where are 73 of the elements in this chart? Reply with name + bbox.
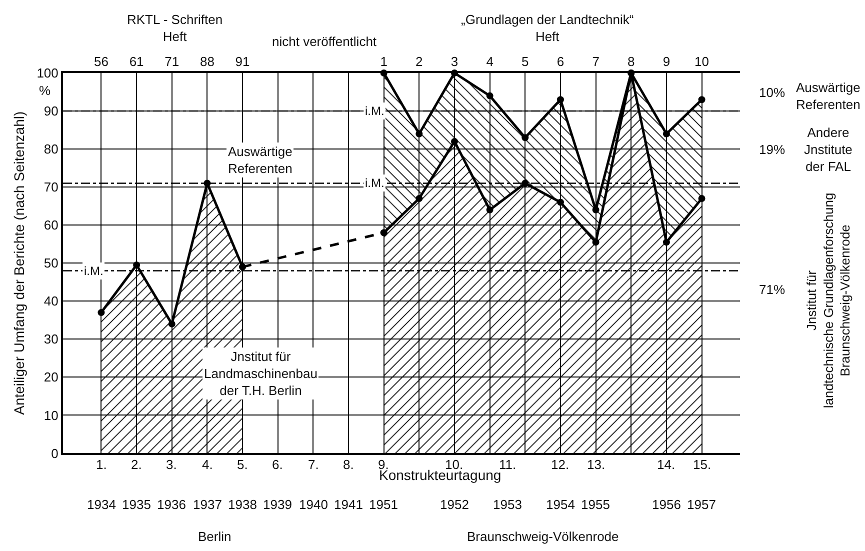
text: 8. bbox=[343, 457, 354, 472]
text: nicht veröffentlicht bbox=[272, 34, 377, 49]
text: 13. bbox=[587, 457, 606, 472]
x-tick-label: 7 bbox=[592, 54, 600, 69]
text: 4. bbox=[202, 457, 213, 472]
text: 1957 bbox=[687, 497, 716, 512]
text: 1940 bbox=[299, 497, 328, 512]
text: 1. bbox=[96, 457, 107, 472]
text: 1936 bbox=[157, 497, 186, 512]
y-tick-label: 0 bbox=[51, 446, 58, 461]
x-tick-label: 61 bbox=[129, 54, 144, 69]
text: Andere Jnstitute der FAL bbox=[804, 125, 852, 174]
y-tick-label: 20 bbox=[44, 370, 58, 385]
y-tick-label: 10 bbox=[44, 408, 58, 423]
y-tick-label: 70 bbox=[44, 180, 58, 195]
text: 1938 bbox=[228, 497, 257, 512]
y-tick-label: 40 bbox=[44, 294, 58, 309]
ref-line-label: i.M. bbox=[365, 176, 384, 190]
text: 1935 bbox=[122, 497, 151, 512]
x-tick-label: 8 bbox=[628, 54, 635, 69]
text: 14. bbox=[657, 457, 676, 472]
x-tick-label: 1 bbox=[380, 54, 388, 69]
text: Auswärtige Referenten bbox=[796, 80, 860, 112]
text: 1954 bbox=[546, 497, 575, 512]
text: 1951 bbox=[369, 497, 398, 512]
text: 1953 bbox=[493, 497, 522, 512]
ref-line-label: i.M. bbox=[365, 104, 384, 118]
text: 1939 bbox=[263, 497, 292, 512]
x-tick-label: 6 bbox=[556, 54, 564, 69]
text: Braunschweig-Völkenrode bbox=[467, 529, 619, 544]
x-tick-label: 5 bbox=[522, 54, 529, 69]
x-tick-label: 2 bbox=[416, 54, 423, 69]
y-tick-label: 60 bbox=[44, 218, 58, 233]
x-tick-label: 88 bbox=[200, 54, 214, 69]
annotation: Auswärtige Referenten bbox=[228, 144, 292, 176]
y-tick-label: 90 bbox=[44, 104, 58, 119]
x-tick-label: 71 bbox=[164, 54, 180, 69]
text: 5. bbox=[237, 457, 248, 472]
text: „Grundlagen der Landtechnik“ Heft bbox=[461, 12, 634, 44]
text: 1934 bbox=[87, 497, 116, 512]
text: 1941 bbox=[334, 497, 363, 512]
text: RKTL - Schriften Heft bbox=[127, 12, 223, 44]
text: Berlin bbox=[198, 529, 232, 544]
text: 19% bbox=[759, 142, 786, 157]
text: 1956 bbox=[652, 497, 681, 512]
text: % bbox=[39, 83, 51, 98]
text: 1937 bbox=[193, 497, 222, 512]
ref-line-label: i.M. bbox=[84, 264, 104, 278]
text: 1955 bbox=[581, 497, 610, 512]
y-tick-label: 50 bbox=[44, 256, 58, 271]
y-tick-label: 100 bbox=[36, 66, 58, 81]
text: 7. bbox=[308, 457, 319, 472]
annotation: Jnstitut für Landmaschinenbau der T.H. Berlin bbox=[204, 349, 318, 398]
x-tick-label: 3 bbox=[450, 54, 458, 69]
text: 12. bbox=[551, 457, 570, 472]
y-tick-label: 30 bbox=[44, 332, 58, 347]
text: Jnstitut für landtechnische Grundlagenforschung Braunschweig-Völkenrode bbox=[804, 192, 853, 408]
x-tick-label: 91 bbox=[235, 54, 250, 69]
x-tick-label: 9 bbox=[662, 54, 670, 69]
text: 10% bbox=[759, 85, 786, 100]
x-tick-label: 56 bbox=[94, 54, 108, 69]
text: 15. bbox=[693, 457, 712, 472]
text: 3. bbox=[166, 457, 177, 472]
x-tick-label: 10 bbox=[694, 54, 710, 69]
text: 11. bbox=[499, 457, 516, 472]
x-tick-label: 4 bbox=[486, 54, 494, 69]
text: 2. bbox=[131, 457, 142, 472]
text: 6. bbox=[272, 457, 283, 472]
text: 71% bbox=[759, 282, 786, 297]
text: 10. bbox=[445, 457, 464, 472]
y-axis-title: Anteiliger Umfang der Berichte (nach Seitenzahl) bbox=[11, 111, 27, 415]
text: 1952 bbox=[440, 497, 469, 512]
y-tick-label: 80 bbox=[44, 142, 58, 157]
